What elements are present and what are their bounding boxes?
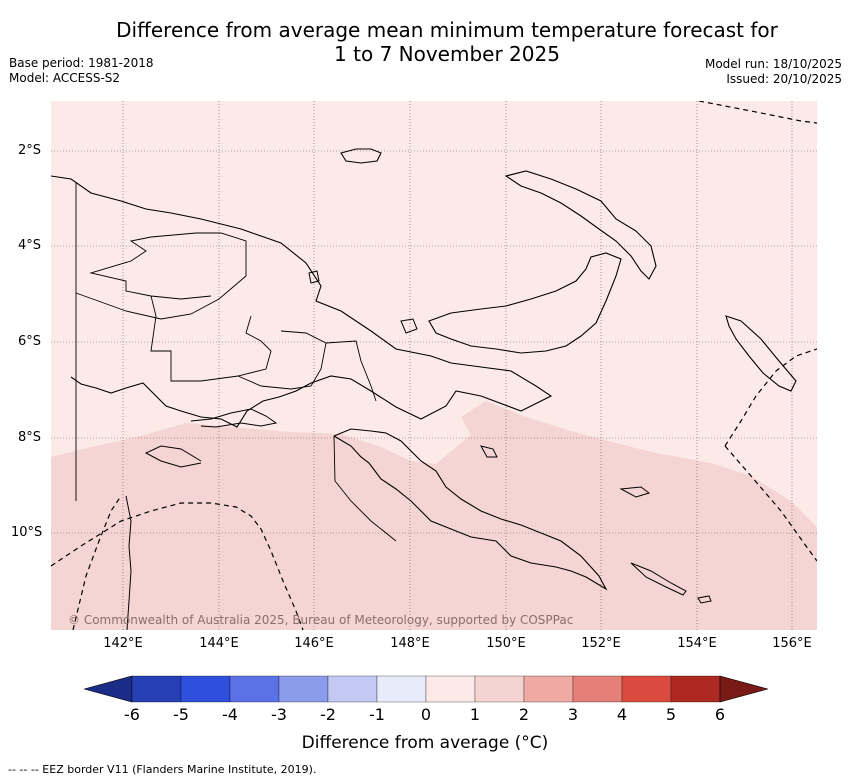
colorbar-segment [719,675,768,703]
louisiade-islands [308,270,712,604]
colorbar-segment [327,675,378,703]
colorbar-segment [572,675,623,703]
provincial-borders [75,183,397,542]
manus-coastline [340,148,382,164]
colorbar-tick: -1 [369,705,385,724]
model-run: Model run: 18/10/2025 [704,57,842,71]
lat-label-4s: 4°S [18,238,42,253]
anomaly-zone [51,401,817,630]
papuan-peninsula-coastline [333,428,608,591]
base-period: Base period: 1981-2018 [9,56,154,70]
colorbar-segment [84,675,133,703]
colorbar-tick: -6 [124,705,140,724]
map-credit: © Commonwealth of Australia 2025, Bureau… [68,613,574,627]
colorbar-segment [670,675,721,703]
colorbar-tick: 2 [518,705,530,724]
colorbar-tick: 5 [665,705,677,724]
colorbar-segment [376,675,427,703]
colorbar-segment [229,675,280,703]
colorbar-segment [278,675,329,703]
new-guinea-coastline [51,175,553,428]
new-ireland-coastline [504,170,657,280]
meta-right: Model run: 18/10/2025 Issued: 20/10/2025 [705,57,842,87]
lon-label-150e: 150°E [486,636,526,651]
meta-left: Base period: 1981-2018 Model: ACCESS-S2 [9,56,154,86]
lon-label-156e: 156°E [772,636,812,651]
lat-label-6s: 6°S [18,334,42,349]
colorbar-tick: 0 [420,705,432,724]
colorbar-tick: 3 [567,705,579,724]
colorbar-tick: 4 [616,705,628,724]
colorbar-tick: 6 [714,705,726,724]
graticule [51,101,817,630]
map-canvas [51,101,817,630]
map-title: Difference from average mean minimum tem… [0,18,850,66]
model-name: Model: ACCESS-S2 [9,71,121,85]
colorbar-label: Difference from average (°C) [301,733,549,753]
eez-borders [51,101,817,630]
lon-label-152e: 152°E [581,636,621,651]
title-line-2: 1 to 7 November 2025 [334,42,560,66]
colorbar-segment [523,675,574,703]
colorbar-segment [180,675,231,703]
colorbar-tick: -5 [173,705,189,724]
colorbar [84,675,768,703]
colorbar-segment [425,675,476,703]
lat-label-10s: 10°S [11,525,43,540]
colorbar-tick: 1 [469,705,481,724]
lon-label-148e: 148°E [390,636,430,651]
colorbar-tick: -4 [222,705,238,724]
title-line-1: Difference from average mean minimum tem… [116,18,778,42]
cape-york-coastline [125,408,278,630]
bougainville-coastline [725,315,797,392]
eez-footnote: -- -- -- EEZ border V11 (Flanders Marine… [8,763,317,776]
colorbar-tick: -3 [271,705,287,724]
map-panel: © Commonwealth of Australia 2025, Bureau… [51,101,817,630]
colorbar-segment [474,675,525,703]
lon-label-146e: 146°E [294,636,334,651]
lat-label-8s: 8°S [18,430,42,445]
lon-label-144e: 144°E [199,636,239,651]
lat-label-2s: 2°S [18,143,42,158]
colorbar-tick: -2 [320,705,336,724]
lon-label-142e: 142°E [103,636,143,651]
colorbar-segment [621,675,672,703]
colorbar-segment [131,675,182,703]
new-britain-coastline [428,252,622,354]
issued-date: Issued: 20/10/2025 [726,72,842,86]
lon-label-154e: 154°E [677,636,717,651]
